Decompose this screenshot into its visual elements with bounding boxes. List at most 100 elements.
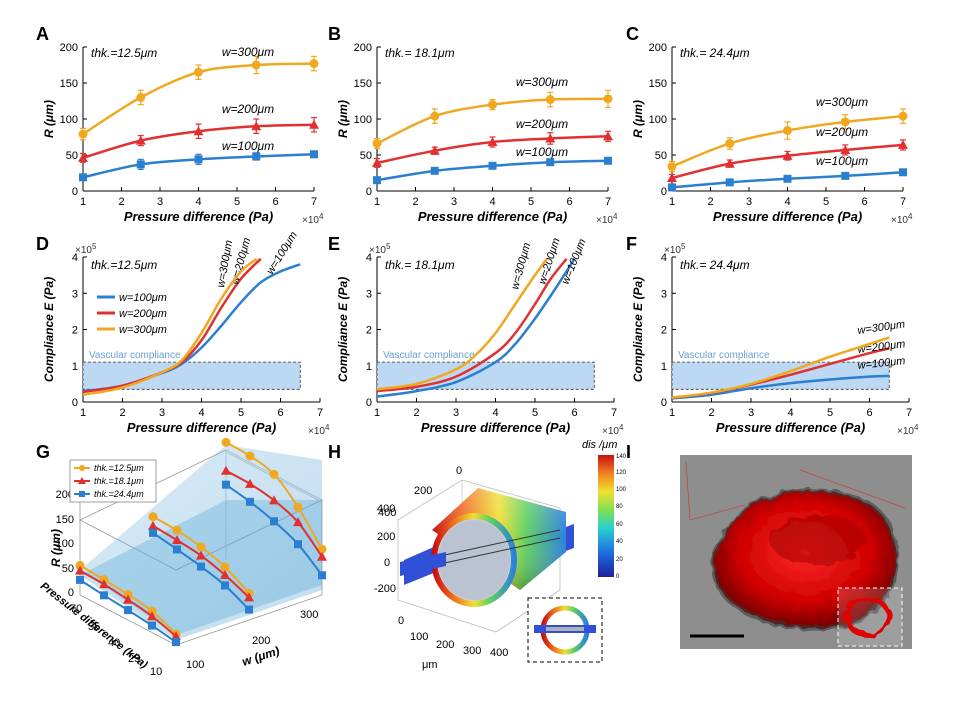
y-tick-label: 0: [661, 186, 667, 198]
data-point: [317, 544, 327, 554]
g-ytick: 50: [62, 563, 74, 575]
data-point: [269, 469, 279, 479]
h-tick: 400: [490, 647, 508, 659]
g-ytick: 0: [68, 587, 74, 599]
data-point: [123, 589, 133, 599]
data-point: [79, 173, 87, 182]
data-point: [220, 562, 230, 572]
x-tick-label: 3: [157, 196, 163, 208]
g-xtick: 300: [300, 609, 318, 621]
x-exponent: ×104: [897, 423, 919, 437]
series-line: [376, 258, 576, 398]
data-point: [124, 606, 132, 615]
g-surface-1: [80, 445, 322, 635]
data-point: [269, 495, 279, 505]
y-tick-label: 0: [366, 186, 372, 198]
y-tick-label: 200: [60, 42, 78, 54]
x-tick-label: 1: [80, 407, 86, 419]
y-tick-label: 50: [66, 150, 78, 162]
y-tick-label: 4: [661, 252, 667, 264]
series-line: [82, 257, 262, 394]
series-w=100μm: w=100μm: [79, 139, 318, 182]
data-point: [840, 117, 850, 127]
i-inset-ring: [844, 596, 892, 638]
data-point: [545, 95, 555, 105]
x-tick-label: 2: [119, 407, 125, 419]
h-colorbar-tick: 120: [616, 470, 627, 476]
h-tick: 100: [410, 631, 428, 643]
x-exponent-base: ×10: [302, 215, 319, 226]
series-label: w=100μm: [857, 355, 906, 372]
panel-label-b: B: [328, 24, 341, 44]
x-exponent-power: 4: [319, 212, 324, 221]
data-point: [194, 67, 203, 77]
x-tick-label: 1: [80, 196, 86, 208]
y-axis-label: R (μm): [631, 100, 645, 138]
data-point: [147, 611, 157, 621]
series-label: w=100μm: [816, 154, 868, 168]
h-colorbar-tick: 80: [616, 504, 623, 510]
series-w=300μm: w=300μm: [372, 75, 613, 150]
x-tick-label: 5: [234, 196, 240, 208]
thickness-annotation: thk.= 24.4μm: [680, 46, 750, 60]
h-tick: 200: [377, 531, 395, 543]
x-tick-label: 5: [532, 407, 538, 419]
y-exponent: ×105: [369, 242, 391, 256]
i-edge-line: [685, 461, 691, 521]
data-point: [252, 152, 261, 161]
x-tick-label: 7: [900, 196, 906, 208]
data-point: [603, 94, 613, 104]
data-point: [898, 139, 908, 149]
x-tick-label: 4: [195, 196, 201, 208]
g-legend-label: thk.=24.4μm: [94, 489, 144, 499]
data-point: [222, 480, 230, 489]
x-tick-label: 6: [566, 196, 572, 208]
data-point: [430, 111, 440, 121]
data-point: [245, 605, 253, 614]
g-ylabel: R (μm): [49, 529, 63, 567]
thickness-annotation: thk.= 18.1μm: [385, 46, 455, 60]
y-tick-label: 1: [366, 361, 372, 373]
x-exponent-base: ×10: [891, 215, 908, 226]
data-point: [317, 551, 327, 561]
series-label: w=300μm: [857, 318, 906, 337]
data-point: [171, 631, 181, 641]
g-legend-marker: [78, 477, 86, 484]
x-tick-label: 7: [605, 196, 611, 208]
data-point: [293, 517, 303, 527]
i-edge-line: [689, 504, 746, 521]
panel-label-d: D: [36, 234, 49, 254]
h-tick: 0: [384, 557, 390, 569]
h-inner-line: [439, 529, 561, 557]
thickness-annotation: thk.= 24.4μm: [680, 258, 750, 272]
h-tube-inner: [438, 520, 510, 600]
y-tick-label: 0: [72, 397, 78, 409]
data-point: [546, 158, 555, 167]
data-point: [488, 161, 497, 170]
y-tick-label: 3: [72, 288, 78, 300]
y-tick-label: 150: [60, 78, 78, 90]
y-exponent-power: 5: [92, 242, 97, 251]
y-exponent: ×105: [75, 242, 97, 256]
h-tick: -200: [374, 583, 396, 595]
data-point: [123, 594, 133, 604]
x-tick-label: 4: [198, 407, 204, 419]
x-exponent: ×104: [602, 423, 624, 437]
panel-label-e: E: [328, 234, 340, 254]
x-axis-label: Pressure difference (Pa): [716, 420, 865, 435]
x-tick-label: 4: [784, 196, 790, 208]
x-exponent-base: ×10: [602, 426, 619, 437]
series-w=200μm: w=200μm: [372, 117, 613, 168]
data-point: [196, 542, 206, 552]
h-colorbar-title: dis /μm: [582, 439, 617, 451]
g-legend-label: thk.=18.1μm: [94, 476, 144, 486]
data-point: [372, 138, 382, 148]
x-tick-label: 3: [159, 407, 165, 419]
data-point: [310, 150, 318, 159]
data-point: [667, 173, 677, 183]
panel-h-figure: 0 200 400 -200 0 200 400 0 100 200 300 4…: [374, 439, 627, 671]
thickness-annotation: thk.=12.5μm: [91, 258, 157, 272]
vascular-band-label: Vascular compliance: [678, 350, 770, 361]
y-tick-label: 0: [72, 186, 78, 198]
panel-label-g: G: [36, 442, 50, 462]
